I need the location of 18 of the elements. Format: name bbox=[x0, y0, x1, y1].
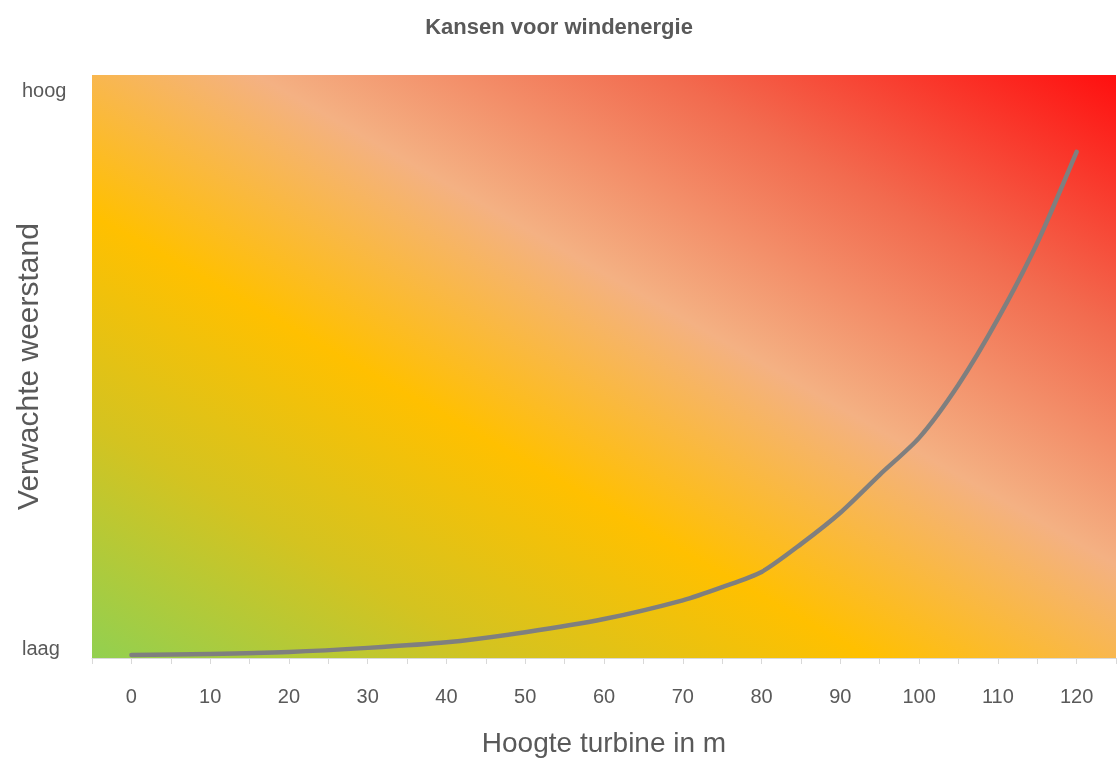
x-tick-label: 0 bbox=[125, 685, 137, 707]
chart-title: Kansen voor windenergie bbox=[425, 13, 693, 39]
x-tick-label: 20 bbox=[277, 685, 301, 707]
x-tick-label: 110 bbox=[981, 685, 1014, 707]
text: hoog bbox=[22, 79, 67, 101]
x-tick-label: 60 bbox=[592, 685, 616, 707]
x-tick-label: 40 bbox=[435, 685, 458, 707]
x-tick-label: 120 bbox=[1059, 685, 1094, 707]
x-tick-label: 90 bbox=[829, 685, 852, 707]
x-tick-label: 30 bbox=[356, 685, 379, 707]
x-tick-label: 100 bbox=[902, 685, 936, 707]
x-tick-label: 10 bbox=[199, 685, 222, 707]
text: laag bbox=[22, 637, 60, 659]
x-tick-label: 80 bbox=[750, 685, 773, 707]
x-axis-title: Hoogte turbine in m bbox=[481, 726, 727, 758]
x-tick-label: 50 bbox=[514, 685, 537, 707]
y-axis-title: Verwachte weerstand bbox=[10, 223, 44, 510]
x-tick-label: 70 bbox=[671, 685, 694, 707]
